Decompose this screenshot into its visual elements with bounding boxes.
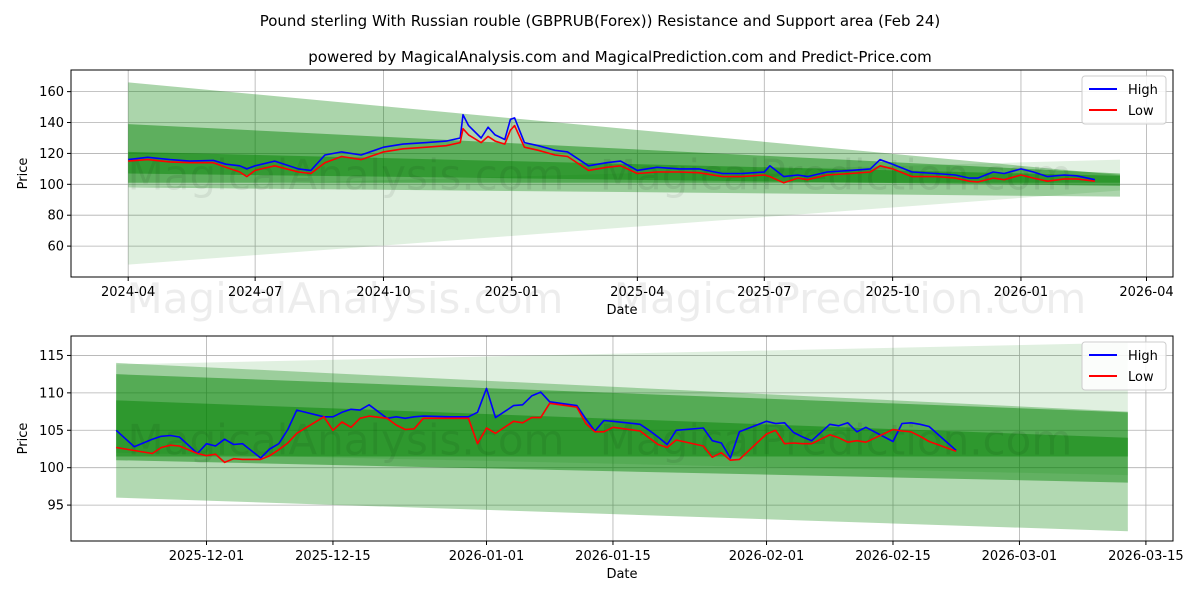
x-tick-label: 2025-12-15 <box>295 549 371 564</box>
legend: High Low <box>1081 341 1167 391</box>
chart-panel-2: 2025-12-01 2025-12-15 2026-01-01 2026-01-15… <box>16 335 1184 582</box>
plot-frame <box>70 335 1174 542</box>
y-tick-label: 115 <box>39 349 64 364</box>
chart-subtitle: powered by MagicalAnalysis.com and Magic… <box>308 48 932 66</box>
support-resistance-band <box>116 342 1128 476</box>
watermark: MagicalAnalysis.com <box>128 416 565 465</box>
y-tick-label: 60 <box>47 240 64 255</box>
x-tick-label: 2025-10 <box>865 285 919 300</box>
legend-label-low: Low <box>1128 370 1154 385</box>
series-line-high <box>115 387 957 459</box>
x-tick-label: 2026-04 <box>1119 285 1173 300</box>
y-tick-label: 110 <box>39 386 64 401</box>
plot-frame <box>70 69 1174 278</box>
x-tick-label: 2026-02-01 <box>729 549 805 564</box>
y-tick-label: 105 <box>39 424 64 439</box>
chart-title: Pound sterling With Russian rouble (GBPR… <box>260 12 941 30</box>
x-axis-label: Date <box>606 303 637 318</box>
x-tick-label: 2025-01 <box>485 285 539 300</box>
y-tick-label: 95 <box>47 499 64 514</box>
y-axis-label: Price <box>16 158 31 190</box>
y-tick-label: 100 <box>39 178 64 193</box>
watermark: MagicalAnalysis.com <box>128 151 565 200</box>
series-line-low <box>116 402 957 464</box>
x-tick-label: 2024-04 <box>101 285 155 300</box>
x-axis-label: Date <box>606 567 637 582</box>
legend: High Low <box>1081 75 1167 125</box>
x-tick-label: 2025-07 <box>737 285 791 300</box>
watermark-analysis-mid: MagicalAnalysis.com <box>127 274 564 323</box>
y-tick-label: 120 <box>39 147 64 162</box>
y-axis-label: Price <box>16 423 31 455</box>
legend-label-high: High <box>1128 349 1158 364</box>
x-tick-label: 2026-03-15 <box>1108 549 1184 564</box>
x-tick-label: 2026-03-01 <box>982 549 1058 564</box>
x-tick-label: 2025-04 <box>610 285 664 300</box>
y-tick-label: 160 <box>39 85 64 100</box>
y-tick-label: 100 <box>39 461 64 476</box>
series-line-high <box>128 114 1096 181</box>
legend-label-low: Low <box>1128 104 1154 119</box>
watermark-prediction-mid: MagicalPrediction.com <box>614 274 1087 323</box>
y-tick-label: 80 <box>47 209 64 224</box>
x-tick-label: 2024-07 <box>228 285 282 300</box>
x-tick-label: 2026-01 <box>994 285 1048 300</box>
chart-panel-1: 2024-04 2024-07 2024-10 2025-01 2025-04 2025-… <box>16 69 1174 318</box>
x-tick-label: 2024-10 <box>356 285 410 300</box>
x-tick-label: 2026-02-15 <box>855 549 931 564</box>
x-tick-label: 2026-01-01 <box>449 549 525 564</box>
support-resistance-band <box>128 159 1120 265</box>
y-tick-label: 140 <box>39 116 64 131</box>
series-line-low <box>128 124 1096 184</box>
x-tick-label: 2026-01-15 <box>575 549 651 564</box>
x-tick-label: 2025-12-01 <box>169 549 245 564</box>
legend-label-high: High <box>1128 83 1158 98</box>
